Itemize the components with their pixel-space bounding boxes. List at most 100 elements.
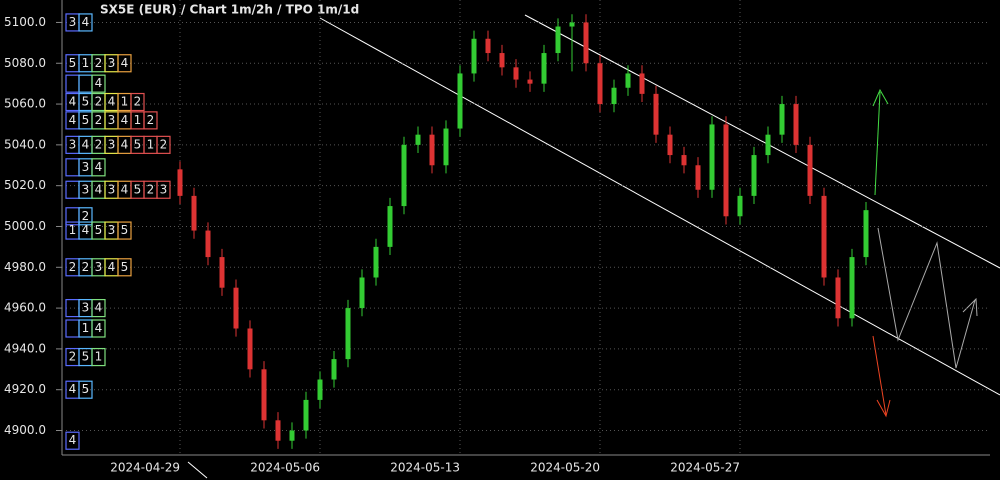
- y-tick-label: 5060.0: [4, 97, 46, 111]
- candle-body: [261, 369, 267, 421]
- tpo-letter: 2: [69, 260, 77, 274]
- candle-body: [611, 87, 617, 105]
- tpo-letter: 1: [147, 137, 155, 151]
- tpo-letter: 2: [160, 137, 168, 151]
- tpo-letter: 1: [82, 56, 90, 70]
- candle-body: [765, 134, 771, 156]
- tpo-letter: 1: [134, 113, 142, 127]
- tpo-box: [91, 74, 106, 93]
- candle-body: [219, 257, 225, 288]
- tpo-letter: 4: [82, 15, 90, 29]
- candle-body: [177, 169, 183, 196]
- tpo-letter: 3: [95, 260, 103, 274]
- candle-body: [415, 134, 421, 145]
- candle-body: [443, 128, 449, 166]
- candle-body: [821, 195, 827, 278]
- tpo-letter: 1: [95, 350, 103, 364]
- y-tick-label: 4960.0: [4, 301, 46, 315]
- tpo-letter: 5: [121, 223, 129, 237]
- y-tick-label: 5100.0: [4, 15, 46, 29]
- tpo-letter: 5: [95, 223, 103, 237]
- tpo-box: [91, 158, 106, 177]
- tpo-letter: 1: [69, 223, 77, 237]
- tpo-letter: 2: [134, 95, 142, 109]
- tpo-letter: 4: [121, 113, 129, 127]
- candle-body: [807, 144, 813, 196]
- candle-body: [751, 155, 757, 196]
- x-tick-label: 2024-04-29: [110, 461, 180, 475]
- candle-body: [653, 93, 659, 135]
- tpo-box: [78, 13, 93, 32]
- tpo-box: [156, 180, 171, 199]
- candle-body: [541, 53, 547, 84]
- candle-body: [205, 230, 211, 258]
- candle-body: [499, 53, 505, 68]
- tpo-letter: 3: [69, 137, 77, 151]
- tpo-box: [91, 347, 106, 367]
- tpo-letter: 2: [95, 56, 103, 70]
- tpo-letter: 3: [82, 301, 90, 315]
- tpo-box: [117, 221, 132, 240]
- tpo-letter: 5: [134, 182, 142, 196]
- tpo-box: [117, 258, 132, 277]
- tpo-box: [143, 111, 158, 130]
- candle-body: [709, 124, 715, 190]
- tpo-box: [130, 92, 145, 112]
- tpo-box: [91, 298, 106, 318]
- tpo-letter: 2: [147, 113, 155, 127]
- tpo-letter: 4: [95, 321, 103, 335]
- x-tick-label: 2024-05-27: [670, 461, 740, 475]
- tpo-letter: 3: [108, 223, 116, 237]
- candle-body: [457, 73, 463, 129]
- tpo-letter: 4: [69, 95, 77, 109]
- tpo-letter: 5: [121, 260, 129, 274]
- candle-body: [513, 67, 519, 80]
- y-tick-label: 5080.0: [4, 56, 46, 70]
- tpo-letter: 4: [69, 382, 77, 396]
- tpo-letter: 4: [69, 113, 77, 127]
- tpo-letter: 2: [95, 113, 103, 127]
- tpo-letter: 4: [108, 260, 116, 274]
- candle-body: [387, 206, 393, 247]
- tpo-box: [156, 135, 171, 154]
- candle-body: [555, 26, 561, 54]
- tpo-letter: 3: [82, 182, 90, 196]
- tpo-letter: 2: [147, 182, 155, 196]
- candle-body: [429, 134, 435, 166]
- candle-body: [835, 277, 841, 319]
- plot: 4900.0 4920.0 4940.0 4960.0 4980.0 5000.0 5020…: [4, 0, 990, 475]
- candle-body: [331, 359, 337, 380]
- tpo-box: [65, 298, 80, 318]
- candle-body: [275, 420, 281, 441]
- tpo-box: [117, 54, 132, 73]
- y-tick-label: 5040.0: [4, 137, 46, 151]
- candle-body: [737, 195, 743, 217]
- tpo-letter: 5: [82, 95, 90, 109]
- tpo-letter: 3: [108, 56, 116, 70]
- candle-body: [317, 379, 323, 400]
- candle-body: [681, 155, 687, 166]
- y-tick-label: 5000.0: [4, 219, 46, 233]
- tpo-letter: 3: [108, 137, 116, 151]
- tpo-letter: 4: [121, 137, 129, 151]
- tpo-letter: 4: [95, 76, 103, 90]
- tpo-letter: 3: [82, 160, 90, 174]
- candle-body: [345, 308, 351, 360]
- candle-body: [779, 104, 785, 135]
- tpo-box: [78, 207, 93, 226]
- tpo-letter: 4: [121, 182, 129, 196]
- x-tick-label: 2024-05-13: [390, 461, 460, 475]
- tpo-box: [65, 431, 80, 450]
- candle-body: [527, 79, 533, 84]
- x-tick-label: 2024-05-20: [530, 461, 600, 475]
- tpo-letter: 3: [69, 15, 77, 29]
- tpo-letter: 4: [69, 433, 77, 447]
- x-tick-label: 2024-05-06: [250, 461, 320, 475]
- candle-body: [723, 124, 729, 217]
- candle-body: [485, 38, 491, 54]
- tpo-letter: 1: [121, 95, 129, 109]
- tpo-letter: 4: [95, 182, 103, 196]
- y-tick-label: 4900.0: [4, 423, 46, 437]
- candle-body: [373, 246, 379, 278]
